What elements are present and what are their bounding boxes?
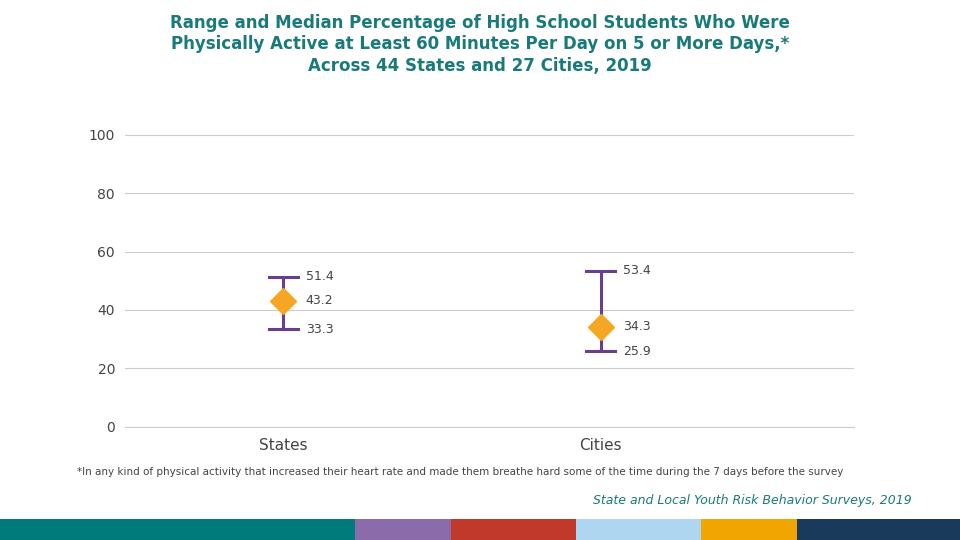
Text: Across 44 States and 27 Cities, 2019: Across 44 States and 27 Cities, 2019 (308, 57, 652, 75)
Text: 25.9: 25.9 (623, 345, 651, 357)
Text: *In any kind of physical activity that increased their heart rate and made them : *In any kind of physical activity that i… (77, 467, 843, 477)
Text: Physically Active at Least 60 Minutes Per Day on 5 or More Days,*: Physically Active at Least 60 Minutes Pe… (171, 35, 789, 53)
Text: 43.2: 43.2 (305, 294, 333, 307)
Text: 53.4: 53.4 (623, 265, 651, 278)
Text: 33.3: 33.3 (305, 323, 333, 336)
Text: State and Local Youth Risk Behavior Surveys, 2019: State and Local Youth Risk Behavior Surv… (593, 494, 912, 507)
Text: 34.3: 34.3 (623, 320, 651, 333)
Text: Range and Median Percentage of High School Students Who Were: Range and Median Percentage of High Scho… (170, 14, 790, 31)
Text: 51.4: 51.4 (305, 270, 333, 283)
